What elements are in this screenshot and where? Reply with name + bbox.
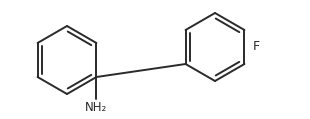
Text: NH₂: NH₂ bbox=[85, 101, 108, 114]
Text: F: F bbox=[253, 40, 260, 54]
